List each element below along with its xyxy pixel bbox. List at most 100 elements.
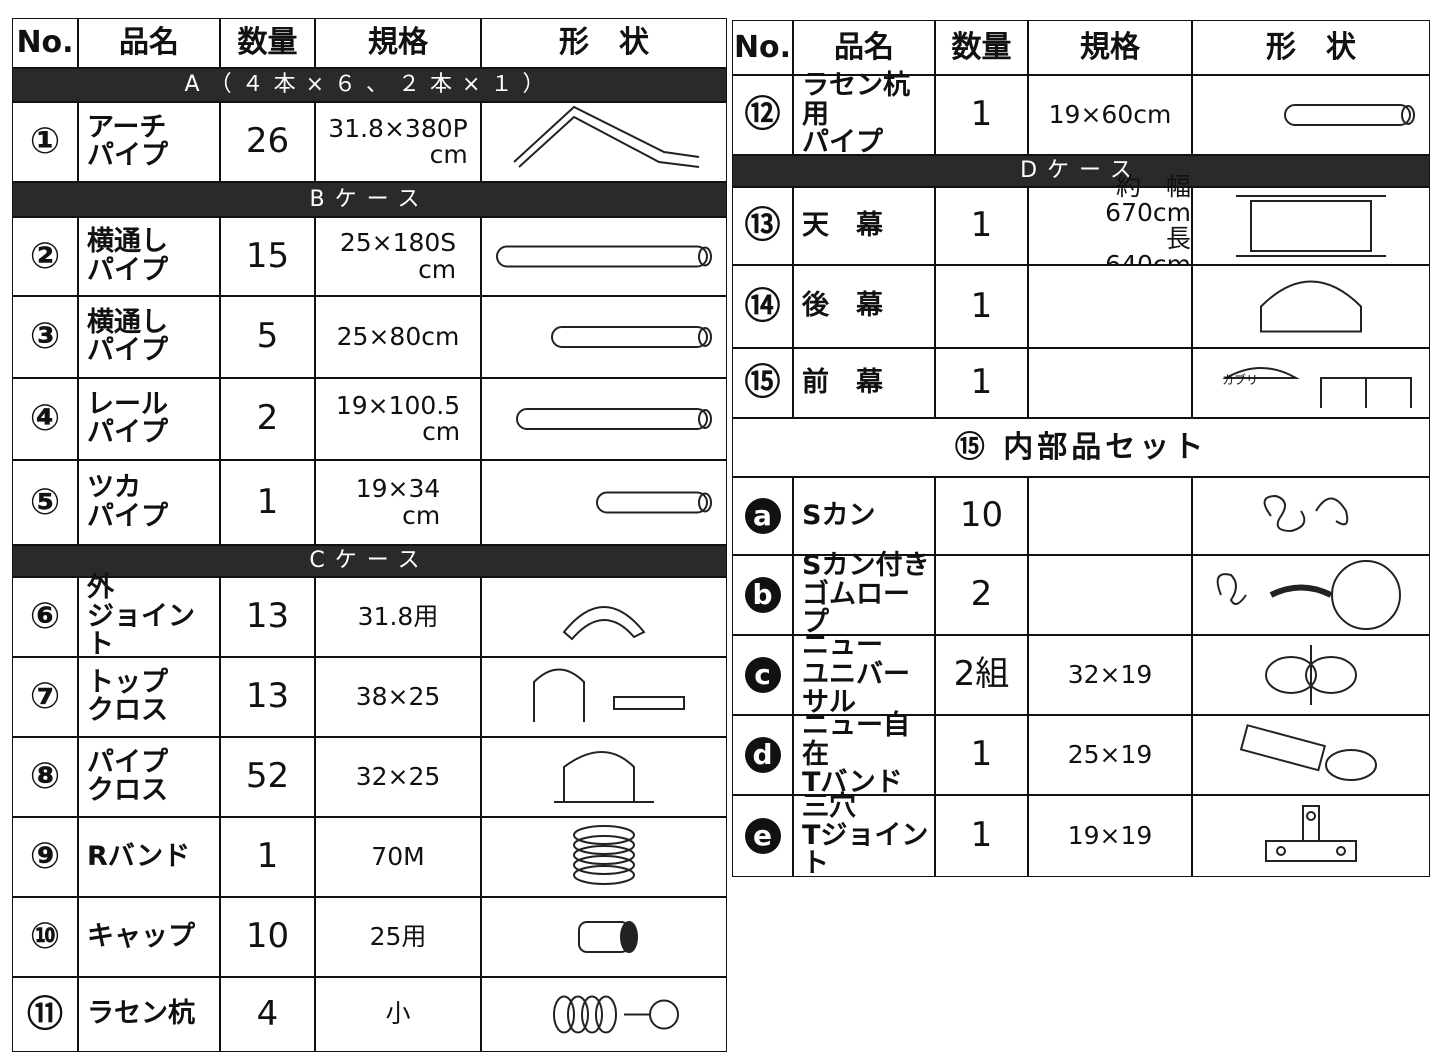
item-spec	[1028, 477, 1192, 555]
icon-stroke	[596, 491, 708, 514]
item-spec: 小	[315, 977, 481, 1052]
item-name: 外 ジョイント	[78, 574, 220, 659]
item-name: ツカ パイプ	[78, 460, 220, 545]
item-name: レール パイプ	[78, 378, 220, 460]
shape-cell	[1192, 477, 1430, 555]
item-name: Sカン	[793, 477, 935, 555]
item-spec	[1028, 265, 1192, 348]
icon-stroke	[562, 606, 646, 641]
item-no-text: ⑪	[26, 993, 63, 1035]
shape-cell	[1192, 348, 1430, 418]
icon-stroke	[698, 246, 712, 267]
item-qty: 1	[935, 715, 1028, 795]
shape-icon	[533, 668, 685, 722]
icon-stroke	[1260, 280, 1362, 333]
item-no: ⑦	[12, 657, 78, 737]
item-qty: 52	[220, 737, 315, 817]
shape-cell	[481, 217, 727, 296]
item-no: ⑫	[732, 75, 793, 155]
icon-stroke	[1265, 840, 1357, 862]
shape-cell	[481, 897, 727, 977]
icon-stroke	[698, 409, 712, 429]
icon-stroke	[595, 995, 617, 1034]
shape-icon	[1239, 724, 1377, 781]
header-cell: 形 状	[1192, 20, 1430, 75]
item-no-text: ②	[29, 235, 61, 277]
item-name: 三穴 Tジョイント	[793, 793, 935, 878]
icon-stroke	[533, 668, 585, 722]
item-spec: 38×25	[315, 657, 481, 737]
item-no-text: ⑨	[29, 836, 61, 878]
item-name: 前 幕	[793, 348, 935, 418]
item-name: ラセン杭	[78, 977, 220, 1052]
item-no: ⑥	[12, 577, 78, 657]
item-spec: 19×100.5 cm	[315, 378, 481, 460]
shape-icon	[596, 491, 712, 514]
item-qty: 1	[935, 187, 1028, 265]
header-cell: 数量	[935, 20, 1028, 75]
item-name: パイプ クロス	[78, 737, 220, 817]
item-no-text: ⑭	[744, 285, 781, 327]
item-qty: 15	[220, 217, 315, 296]
shape-icon	[1236, 195, 1386, 257]
shape-icon	[496, 245, 712, 268]
icon-stroke	[1302, 805, 1320, 842]
item-qty: 10	[220, 897, 315, 977]
item-no-text: ④	[29, 398, 61, 440]
shape-icon	[1260, 280, 1362, 333]
icon-stroke	[553, 995, 575, 1034]
icon-stroke	[620, 921, 638, 953]
section-row: Cケース	[12, 545, 727, 577]
icon-stroke	[1265, 656, 1317, 694]
shape-cell	[481, 977, 727, 1052]
item-qty: 5	[220, 296, 315, 378]
shape-cell	[1192, 75, 1430, 155]
icon-stroke	[1269, 584, 1333, 598]
item-no: ⑮	[732, 348, 793, 418]
shape-cell	[481, 378, 727, 460]
item-no-text: ⑩	[29, 916, 61, 958]
item-no-text: e	[744, 818, 781, 854]
icon-stroke	[573, 855, 635, 875]
item-no-text: ⑫	[744, 94, 781, 136]
item-no-text: ①	[29, 121, 61, 163]
icon-stroke	[1320, 377, 1412, 408]
icon-stroke	[551, 326, 708, 348]
section-row: A（４本×６、２本×１）	[12, 68, 727, 102]
icon-stroke	[1250, 200, 1372, 252]
item-no-text: ③	[29, 316, 61, 358]
icon-stroke	[1284, 104, 1411, 126]
item-no: c	[732, 635, 793, 715]
shape-cell	[481, 657, 727, 737]
shape-cell	[481, 737, 727, 817]
item-no-text: ⑬	[744, 205, 781, 247]
icon-stroke	[1236, 195, 1386, 257]
item-name: 横通し パイプ	[78, 296, 220, 378]
icon-stroke	[1315, 497, 1349, 526]
shape-cell	[481, 577, 727, 657]
item-spec: 25用	[315, 897, 481, 977]
item-no: b	[732, 555, 793, 635]
shape-cell	[1192, 715, 1430, 795]
shape-icon	[562, 606, 646, 641]
item-spec: 19×19	[1028, 795, 1192, 877]
item-no: ⑨	[12, 817, 78, 897]
item-qty: 1	[220, 817, 315, 897]
item-spec: 25×19	[1028, 715, 1192, 795]
icon-stroke	[581, 995, 603, 1034]
shape-icon	[513, 105, 700, 168]
icon-stroke	[573, 835, 635, 855]
item-no-text: ⑦	[29, 676, 61, 718]
item-name: Rバンド	[78, 817, 220, 897]
item-spec	[1028, 555, 1192, 635]
header-cell: 規格	[315, 18, 481, 68]
item-name: トップ クロス	[78, 657, 220, 737]
item-name: 天 幕	[793, 187, 935, 265]
icon-stroke	[613, 696, 685, 710]
item-spec: 32×19	[1028, 635, 1192, 715]
item-name: ニュー自在 Tバンド	[793, 712, 935, 797]
shape-cell	[481, 296, 727, 378]
item-no: ⑬	[732, 187, 793, 265]
header-cell: 品名	[793, 20, 935, 75]
icon-stroke	[1216, 573, 1247, 605]
